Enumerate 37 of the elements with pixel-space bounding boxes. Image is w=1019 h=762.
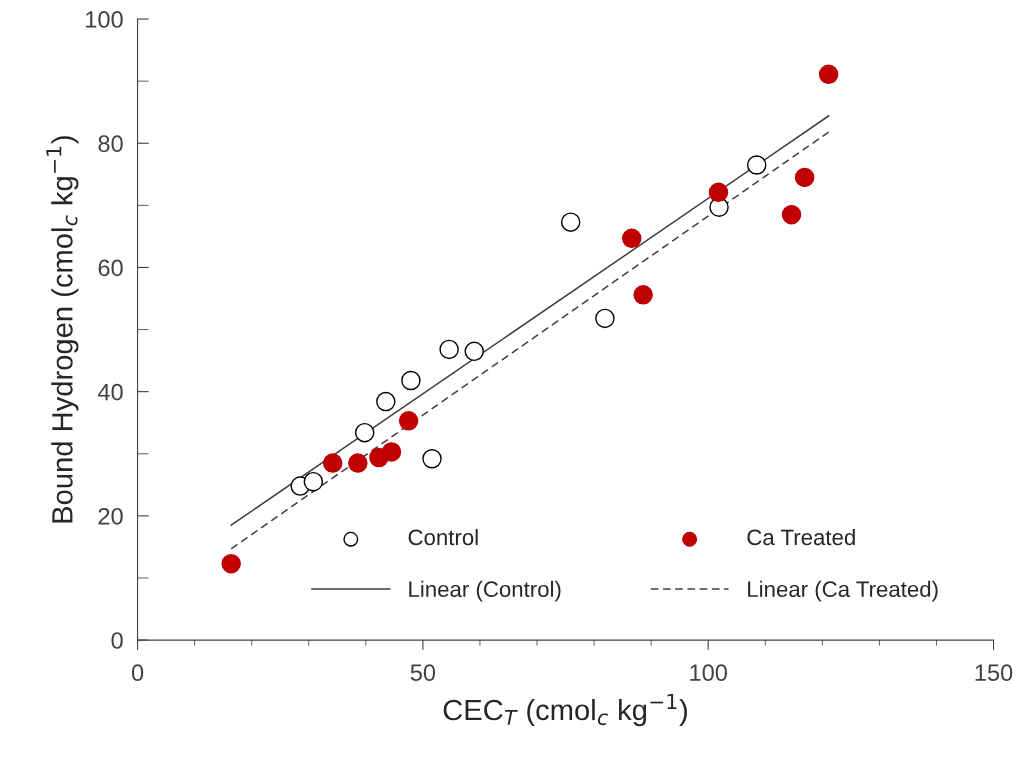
legend-label: Control bbox=[408, 528, 478, 546]
point bbox=[376, 391, 396, 412]
legend-label: Linear (Control) bbox=[409, 580, 561, 602]
y-tick-label: 60 bbox=[98, 259, 123, 277]
point bbox=[464, 341, 484, 362]
point bbox=[439, 339, 459, 360]
point bbox=[381, 442, 402, 462]
point bbox=[560, 212, 581, 232]
y-tick-label: 20 bbox=[98, 507, 123, 525]
point bbox=[354, 422, 375, 443]
point bbox=[595, 308, 615, 329]
point bbox=[422, 448, 442, 469]
point bbox=[221, 553, 241, 574]
point bbox=[746, 155, 767, 175]
x-tick-label: 0 bbox=[131, 664, 144, 682]
y-tick-label: 40 bbox=[97, 383, 123, 401]
x-tick-label: 50 bbox=[410, 664, 436, 682]
point bbox=[633, 285, 653, 305]
point bbox=[781, 204, 802, 225]
legend-label: Ca Treated bbox=[747, 528, 855, 546]
y-tick-label: 0 bbox=[111, 632, 123, 649]
point bbox=[401, 370, 421, 391]
y-tick-label: 80 bbox=[98, 135, 123, 153]
y-tick-label: 100 bbox=[86, 11, 123, 28]
x-tick-label: 100 bbox=[690, 664, 727, 682]
point bbox=[398, 411, 419, 431]
point bbox=[794, 167, 815, 188]
y-axis-title: Bound Hydrogen (cmol$_{c}$ kg$^{−1}$) bbox=[46, 136, 79, 523]
legend-label: Linear (Ca Treated) bbox=[748, 580, 938, 602]
point bbox=[322, 453, 343, 473]
point bbox=[708, 182, 729, 203]
x-axis-title: CEC$_{T}$ (cmol$_{c}$ kg$^{−1}$) bbox=[443, 694, 687, 727]
x-tick-label: 150 bbox=[975, 664, 1013, 682]
point bbox=[818, 64, 839, 85]
point bbox=[348, 453, 368, 473]
point bbox=[303, 471, 324, 492]
point bbox=[621, 228, 642, 249]
